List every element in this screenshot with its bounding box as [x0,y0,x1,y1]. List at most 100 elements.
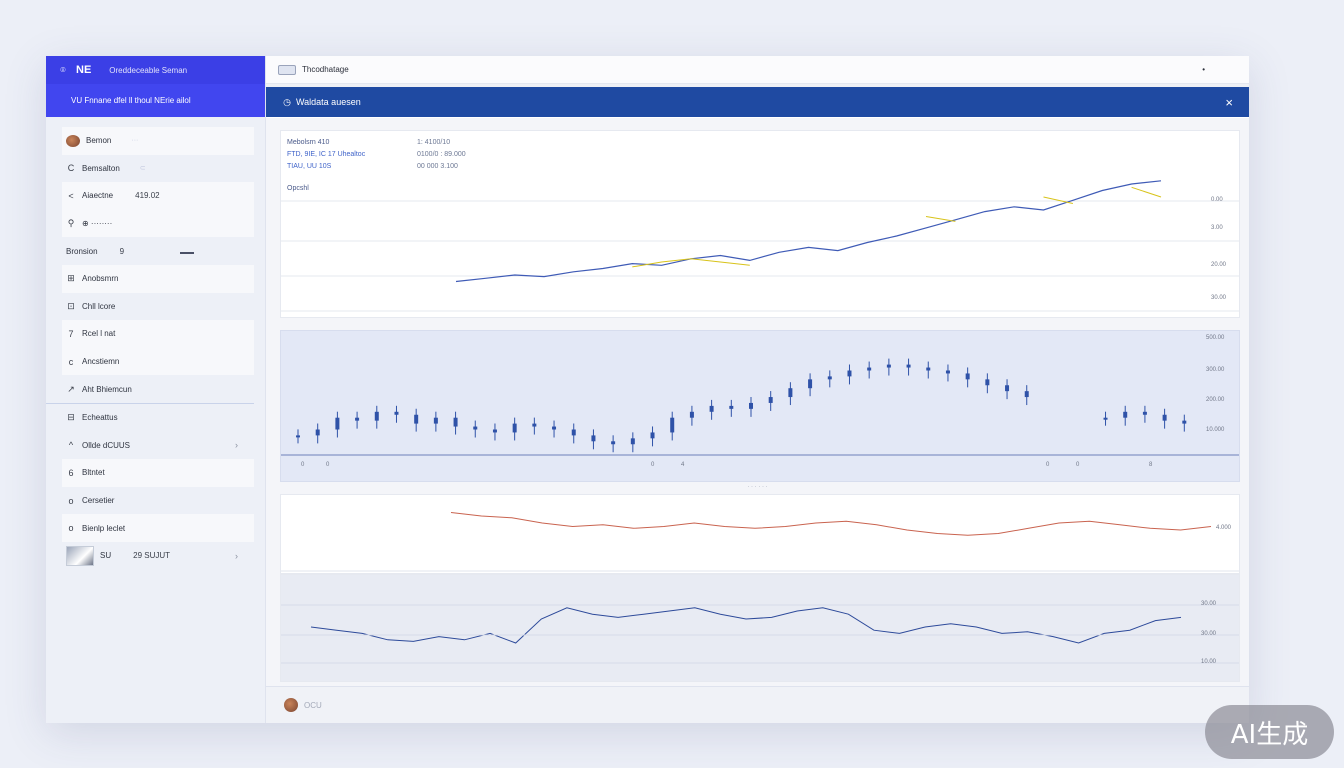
sidebar-item-value: 9 [119,246,125,256]
series-line [310,607,1182,644]
candle-body [591,435,596,442]
sidebar-item[interactable]: < Aiaectne 419.02 [62,182,254,210]
sidebar: ⌾ NE Oreddeceable Seman VU Fnnane dfel l… [46,56,266,723]
tab-title[interactable]: Thcodhatage [302,65,349,74]
thumbnail-icon [66,545,94,566]
line-chart-4[interactable]: 30.00 30.00 10.00 [281,575,1239,681]
sidebar-item-label: Ollde dCUUS [82,440,131,450]
sidebar-item-label: Bltntet [82,468,105,478]
item-icon: o [68,495,74,506]
sidebar-item-label: Echeattus [82,413,118,423]
legend-right-1: 1: 4100/10 [417,139,451,146]
stepper-control[interactable] [180,248,195,255]
sidebar-item[interactable]: SU 29 SUJUT › [62,542,254,570]
avatar[interactable] [284,698,298,712]
legend-line-1: Mebolsrn 410 [287,139,330,146]
candle-body [414,414,419,424]
sidebar-item[interactable]: 6 Bltntet [62,459,254,487]
footer-text: OCU [304,700,322,710]
sidebar-item[interactable]: ⊟ Echeattus [62,404,254,432]
x-tick-label: 0 [651,462,655,468]
sidebar-item-label: Bienlp leclet [82,523,126,533]
candlestick-chart[interactable]: 500.00 300.00 200.00 10.000 0 0 0 4 0 0 8 [281,331,1239,481]
sidebar-item-label: Bronsion [66,246,98,256]
chevron-right-icon[interactable]: › [235,550,238,561]
status-dot: • [1202,65,1205,74]
sidebar-item-hint: ··· [131,137,139,145]
sidebar-item[interactable]: o Cersetier [62,487,254,515]
sidebar-item[interactable]: 7 Rcel l nat [62,320,254,348]
sidebar-item[interactable]: Bronsion 9 [62,237,254,265]
candle-body [1142,411,1147,415]
x-tick-label: 0 [1076,462,1080,468]
line-chart-1[interactable]: 0.00 3.00 20.00 30.00 [281,131,1239,317]
avatar [66,134,80,147]
series-line-yellow [632,258,750,268]
x-tick-label: 0 [326,462,330,468]
y-tick-label: 10.000 [1206,427,1225,433]
item-icon: ⊡ [67,300,75,311]
item-icon: o [68,523,74,534]
sidebar-item-label: ⊕ ········ [82,219,113,229]
close-button[interactable]: × [1225,94,1233,110]
legend-line-4: Opcshl [287,185,309,192]
tab-thumbnail-icon[interactable] [278,64,296,75]
sidebar-item[interactable]: ^ Ollde dCUUS › [62,432,254,460]
series-line-main [455,180,1162,283]
candle-body [1123,411,1128,418]
sidebar-item[interactable]: Bemon ··· [62,127,254,155]
legend-line-2: FTD, 9IE, IC 17 Uhealtoc [287,151,366,158]
sidebar-item[interactable]: ⊡ Chll lcore [62,293,254,321]
sidebar-item-label: SU [100,551,112,561]
sidebar-item-label: Ancstiemn [82,357,120,367]
sidebar-item-label: Aiaectne [82,191,114,201]
y-tick-label: 10.00 [1201,659,1217,665]
candle-body [1005,385,1010,392]
sidebar-item-label: Cersetier [82,496,115,506]
divider [46,402,254,404]
candle-body [512,423,517,433]
location-pin-icon[interactable]: ⌾ [60,64,66,75]
app-logo[interactable]: NE [76,64,92,76]
sidebar-item[interactable]: ↗ Aht Bhiemcun [62,375,254,403]
ai-watermark-badge: AI生成 [1205,705,1334,759]
chevron-right-icon[interactable]: › [235,440,238,451]
line-chart-3[interactable]: 4.000 [281,495,1239,573]
candle-body [906,364,911,368]
tab-bar: Thcodhatage • [266,56,1249,84]
candle-body [1162,414,1167,421]
chart-legend-right: 1: 4100/10 0100/0 : 89.000 00 000 3.100 [417,137,466,173]
y-tick-label: 0.00 [1211,197,1223,203]
main-area: Thcodhatage • ◷ Waldata auesen × Mebolsr… [266,56,1249,723]
sidebar-item[interactable]: ⊞ Anobsmrn [62,264,254,293]
sidebar-item-value: 419.02 [135,191,160,201]
y-tick-label: 500.00 [1206,335,1225,341]
sidebar-item[interactable]: c Ancstiemn [62,347,254,376]
sidebar-banner: VU Fnnane dfel ll thoul NErie ailol [46,84,265,117]
candle-body [355,417,360,421]
y-tick-label: 200.00 [1206,397,1225,403]
sidebar-item-label: Chll lcore [82,301,116,311]
sidebar-item[interactable]: o Bienlp leclet [62,514,254,542]
item-icon: < [68,190,74,201]
sidebar-item-label: Bemon [86,136,112,146]
item-icon: 6 [68,467,74,478]
oscillator-panel: 30.00 30.00 10.00 [280,574,1240,682]
item-icon: ↗ [67,383,75,394]
sidebar-item[interactable]: ⚲ ⊕ ········ [62,209,254,238]
sidebar-item-label: Bemsalton [82,163,120,173]
red-line-panel: 4.000 [280,494,1240,574]
candle-body [1103,417,1108,420]
candle-body [315,429,320,436]
sidebar-item[interactable]: C Bemsalton ⊂ [62,155,254,183]
candle-body [965,373,970,380]
candle-body [433,417,438,424]
y-tick-label: 4.000 [1216,525,1232,531]
chart-area: Mebolsrn 410 FTD, 9IE, IC 17 Uhealtoc TI… [266,118,1249,723]
x-tick-label: 8 [1149,462,1153,468]
sidebar-item-label: Rcel l nat [82,329,116,339]
series-line-yellow [1043,196,1074,204]
sidebar-item-hint: ⊂ [139,165,146,173]
legend-right-3: 00 000 3.100 [417,163,458,170]
y-tick-label: 30.00 [1201,631,1217,637]
